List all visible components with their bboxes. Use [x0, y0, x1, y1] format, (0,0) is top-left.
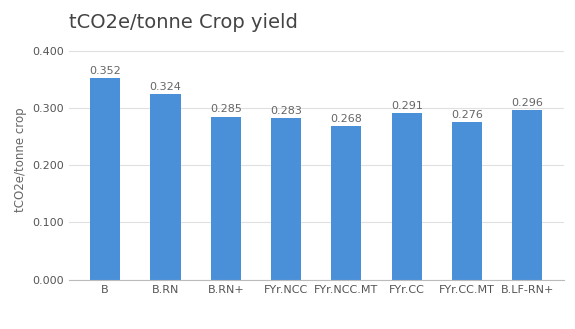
Text: 0.296: 0.296 [511, 98, 543, 108]
Bar [151, 94, 181, 280]
Text: 0.291: 0.291 [391, 101, 423, 111]
Bar [512, 111, 542, 280]
Text: 0.276: 0.276 [451, 110, 483, 119]
Bar [331, 126, 362, 280]
Bar [90, 78, 120, 280]
Bar [392, 113, 422, 280]
Bar [210, 117, 241, 280]
Text: 0.324: 0.324 [150, 82, 182, 92]
Text: 0.283: 0.283 [270, 106, 302, 115]
Text: 0.285: 0.285 [210, 104, 242, 114]
Y-axis label: tCO2e/tonne crop: tCO2e/tonne crop [14, 107, 27, 212]
Text: tCO2e/tonne Crop yield: tCO2e/tonne Crop yield [69, 13, 298, 32]
Bar [271, 118, 301, 280]
Bar [452, 122, 482, 280]
Text: 0.352: 0.352 [89, 66, 121, 76]
Text: 0.268: 0.268 [331, 114, 362, 124]
